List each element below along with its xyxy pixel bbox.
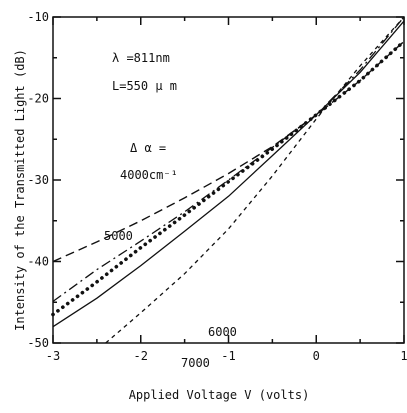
series-line-dash-dot: [53, 17, 404, 301]
x-tick-label: -1: [221, 349, 235, 363]
x-tick-label: -2: [134, 349, 148, 363]
series-layer: [53, 17, 404, 343]
annotation-length: L=550 μ m: [112, 79, 177, 93]
annotation-delta-alpha: Δ α =: [130, 141, 166, 155]
y-tick-label: -30: [27, 173, 49, 187]
y-tick-label: -40: [27, 255, 49, 269]
y-tick-label: -20: [27, 92, 49, 106]
ticks-layer: -3 -2 -1 0 1-50-40-30-20-10: [27, 10, 407, 363]
annotation-lambda: λ =811nm: [112, 51, 170, 65]
series-label-5000: 5000: [104, 229, 133, 243]
y-tick-label: -10: [27, 10, 49, 24]
plot-frame: [53, 17, 404, 343]
y-tick-label: -50: [27, 336, 49, 350]
x-tick-label: 1: [400, 349, 407, 363]
annotation-delta-alpha-value: 4000cm⁻¹: [120, 168, 178, 182]
x-tick-label: 0: [313, 349, 320, 363]
series-label-7000: 7000: [181, 356, 210, 370]
y-axis-title: Intensity of the Transmitted Light (dB): [13, 49, 27, 331]
series-line-dotted-bold: [53, 41, 404, 314]
x-axis-title: Applied Voltage V (volts): [129, 388, 310, 402]
x-tick-label: -3: [46, 349, 60, 363]
series-label-6000: 6000: [208, 325, 237, 339]
